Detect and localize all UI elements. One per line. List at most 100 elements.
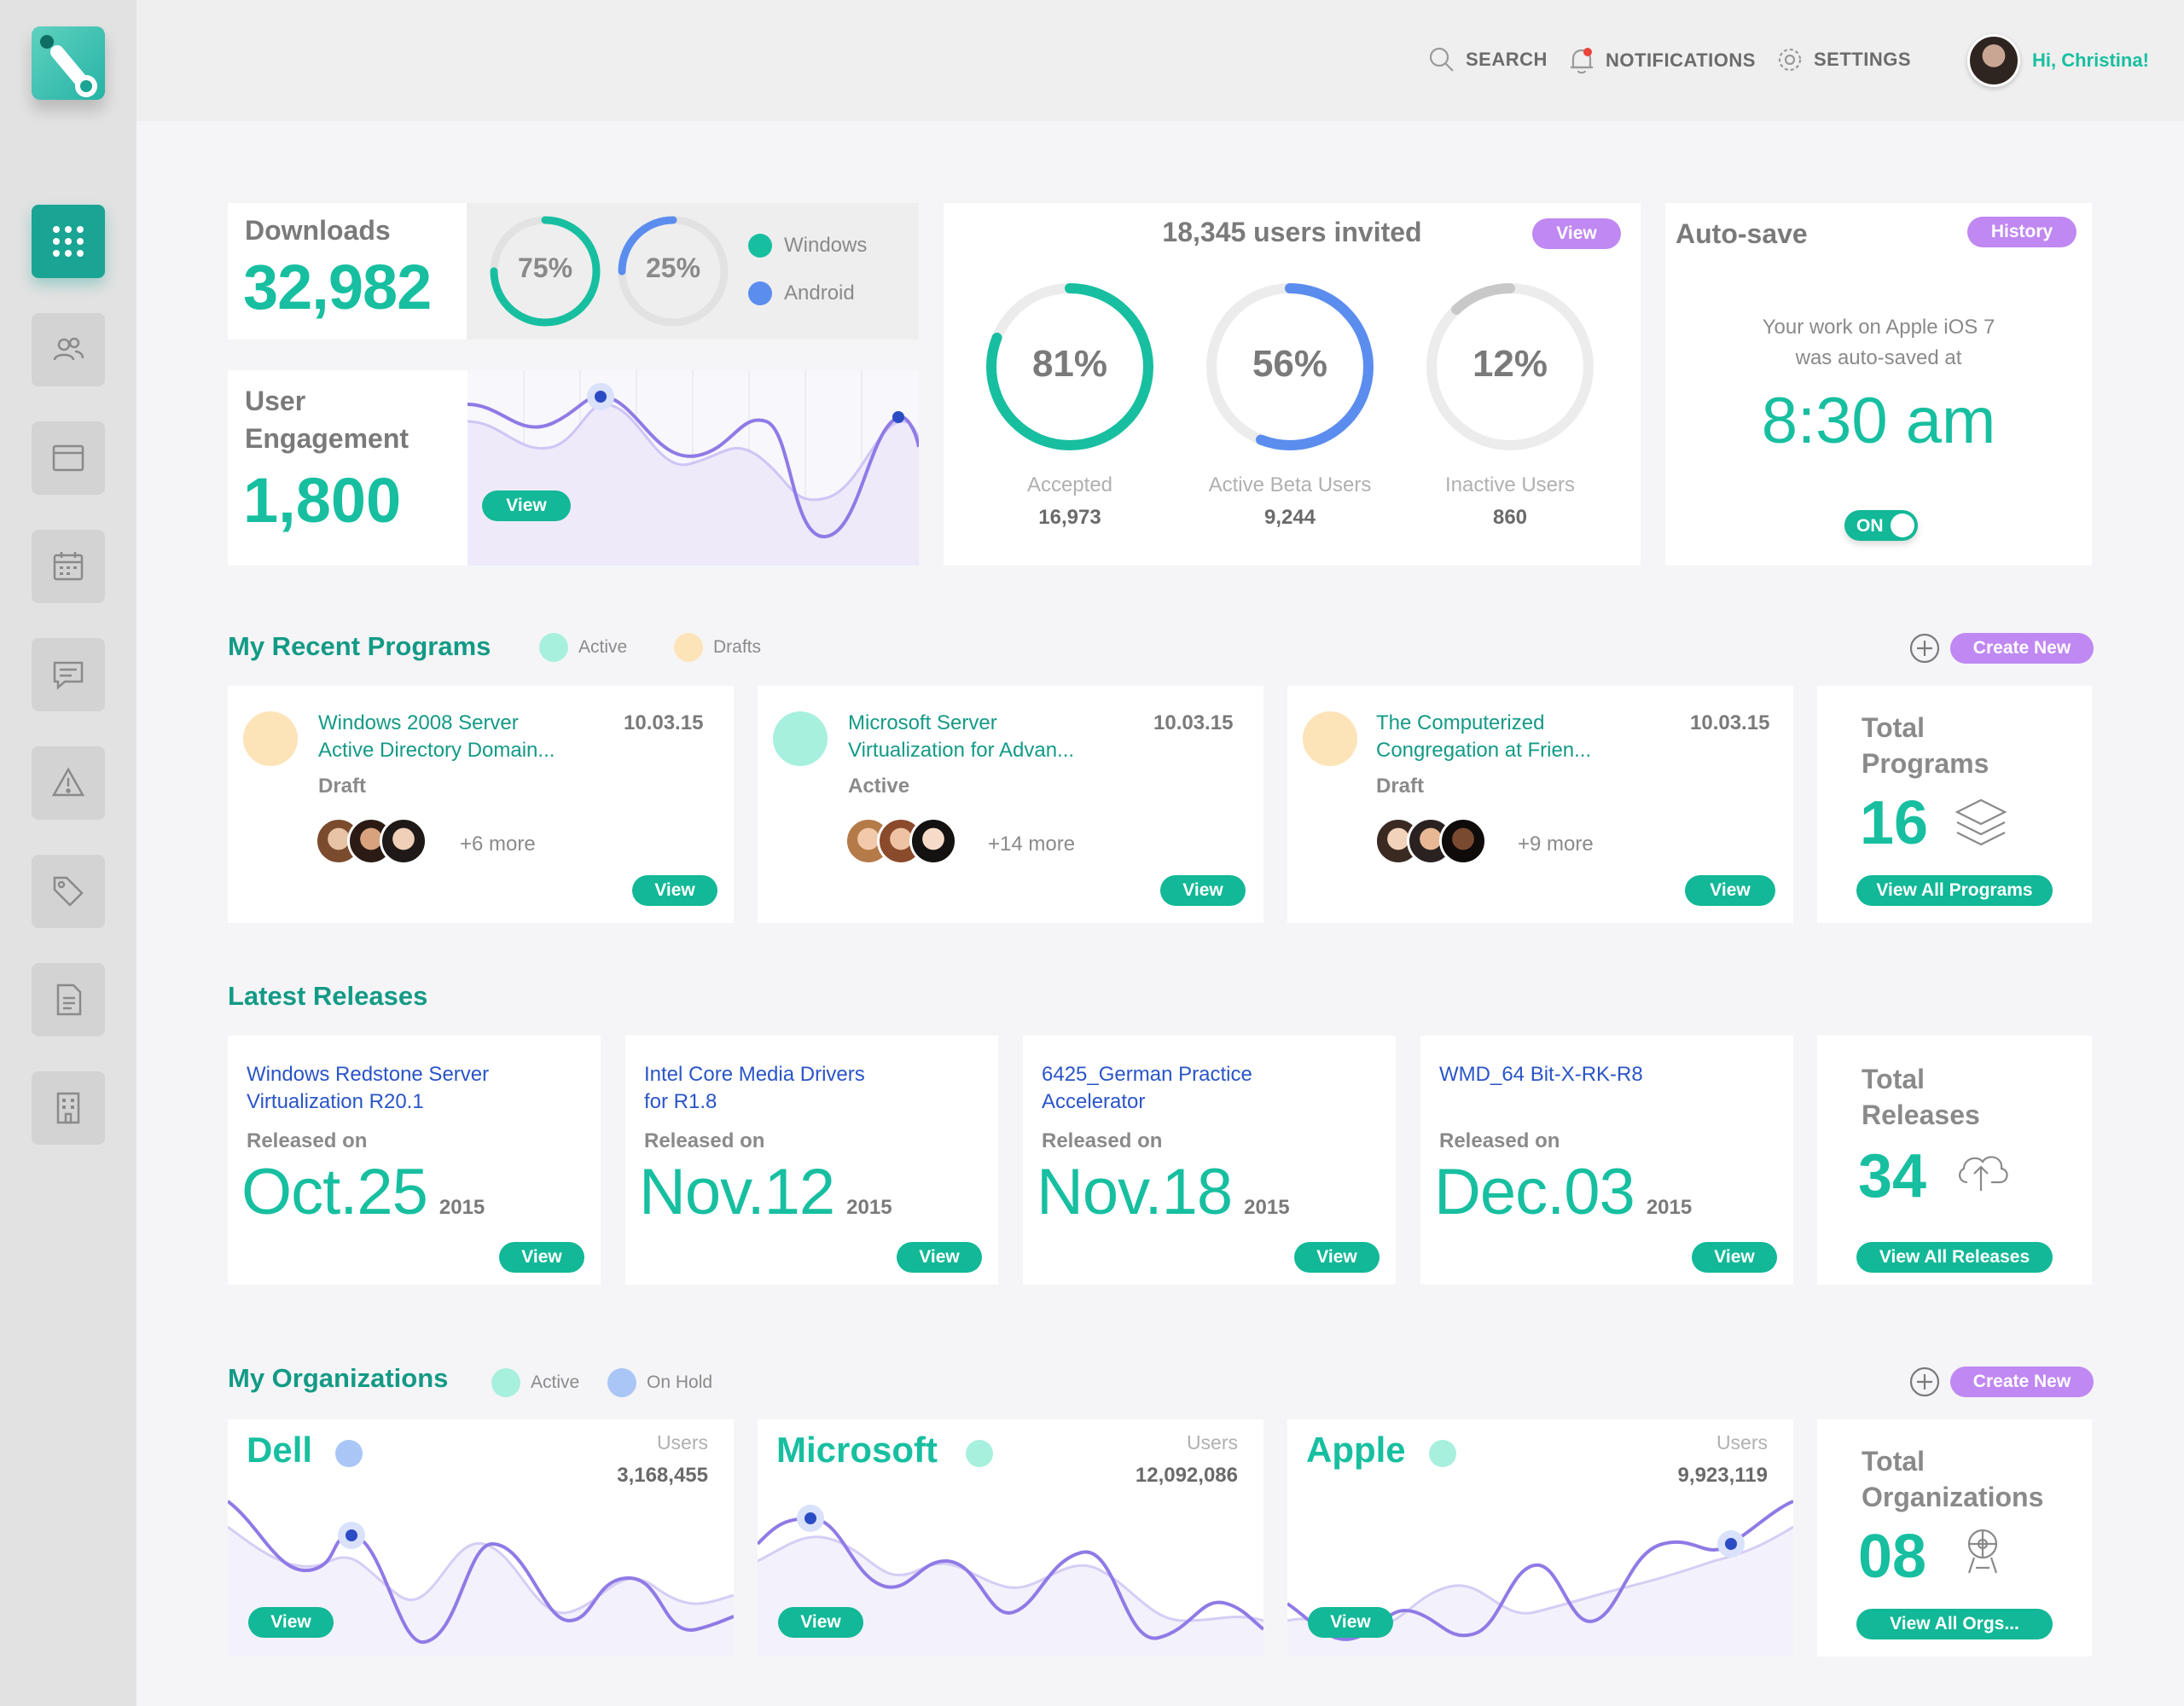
active-beta-label: Active Beta Users [1208, 473, 1372, 496]
release-view-button[interactable]: View [1692, 1242, 1777, 1273]
program-card[interactable]: Microsoft Server Virtualization for Adva… [758, 686, 1263, 923]
org-legend-hold-label: On Hold [647, 1372, 713, 1392]
program-title-line1: Windows 2008 Server [318, 711, 519, 734]
program-card[interactable]: The Computerized Congregation at Frien..… [1287, 686, 1793, 923]
release-card[interactable]: WMD_64 Bit-X-RK-R8 Released on Dec.03 20… [1420, 1036, 1793, 1285]
sidebar-item-calendar[interactable] [32, 530, 105, 603]
total-programs-line2: Programs [1862, 748, 1989, 779]
program-members [1374, 817, 1502, 870]
org-users-label: Users [1716, 1431, 1768, 1454]
total-orgs-line2: Organizations [1862, 1482, 2044, 1512]
organization-card[interactable]: Dell Users 3,168,455 View [228, 1419, 734, 1657]
sidebar-item-documents[interactable] [32, 963, 105, 1036]
sidebar-item-dashboard[interactable] [32, 205, 105, 278]
program-view-button[interactable]: View [1685, 875, 1775, 906]
calendar-icon [53, 552, 84, 581]
release-date-row: Dec.03 2015 [1434, 1155, 1692, 1229]
org-view-button[interactable]: View [1308, 1607, 1393, 1638]
history-button[interactable]: History [1967, 217, 2077, 247]
program-more[interactable]: +14 more [988, 833, 1076, 856]
release-card[interactable]: Intel Core Media Drivers for R1.8 Releas… [625, 1036, 998, 1285]
invites-title: 18,345 users invited [1162, 217, 1422, 247]
sidebar-item-alerts[interactable] [32, 746, 105, 820]
autosave-card: Auto-save History Your work on Apple iOS… [1665, 203, 2092, 566]
view-all-orgs-button[interactable]: View All Orgs... [1856, 1609, 2053, 1639]
grid-icon [53, 226, 84, 257]
program-more[interactable]: +9 more [1518, 833, 1594, 856]
sidebar-item-users[interactable] [32, 313, 105, 386]
release-label: Released on [644, 1129, 765, 1152]
total-organizations-value: 08 [1858, 1523, 1927, 1591]
org-users-value: 12,092,086 [1135, 1464, 1238, 1487]
release-title-line2: for R1.8 [644, 1090, 717, 1113]
active-beta-value: 9,244 [1263, 506, 1316, 529]
ring-accepted: 81% Accepted 16,973 [983, 280, 1157, 530]
view-all-releases-button[interactable]: View All Releases [1856, 1242, 2053, 1273]
create-organization-button[interactable]: Create New [1950, 1367, 2094, 1397]
tag-icon [53, 876, 84, 907]
release-view-button[interactable]: View [897, 1242, 982, 1273]
sidebar-item-window[interactable] [32, 421, 105, 495]
release-title-line2: Virtualization R20.1 [247, 1090, 424, 1113]
program-view-button[interactable]: View [1160, 875, 1246, 906]
release-date-row: Nov.18 2015 [1037, 1155, 1290, 1229]
sidebar-item-messages[interactable] [32, 638, 105, 711]
view-all-programs-button[interactable]: View All Programs [1856, 875, 2053, 906]
program-members [845, 817, 973, 870]
total-programs-line1: Total [1862, 712, 1926, 743]
notifications-button[interactable]: NOTIFICATIONS [1568, 46, 1756, 75]
release-title-line1: WMD_64 Bit-X-RK-R8 [1439, 1063, 1643, 1086]
program-title-line2: Virtualization for Advan... [848, 739, 1075, 762]
release-year: 2015 [846, 1196, 892, 1219]
accepted-ring [986, 283, 1153, 450]
program-view-button[interactable]: View [632, 875, 717, 906]
release-card[interactable]: 6425_German Practice Accelerator Release… [1023, 1036, 1396, 1285]
program-more[interactable]: +6 more [460, 833, 536, 856]
autosave-line2: was auto-saved at [1795, 346, 1962, 369]
warning-icon [51, 767, 85, 797]
sidebar-item-organizations[interactable] [32, 1071, 105, 1145]
program-status: Draft [318, 775, 367, 798]
release-card[interactable]: Windows Redstone Server Virtualization R… [228, 1036, 601, 1285]
engagement-view-button[interactable]: View [482, 490, 571, 521]
add-organization-icon[interactable] [1909, 1367, 1940, 1397]
user-avatar[interactable] [1967, 34, 2020, 87]
organization-card[interactable]: Microsoft Users 12,092,086 View [758, 1419, 1263, 1657]
orgs-legend-hold: On Hold [607, 1368, 712, 1397]
legend-android: Android [748, 281, 855, 305]
network-icon [1967, 1529, 1998, 1574]
settings-label: SETTINGS [1814, 49, 1912, 70]
create-program-button[interactable]: Create New [1950, 633, 2094, 664]
release-view-button[interactable]: View [499, 1242, 584, 1273]
sidebar-item-tags[interactable] [32, 855, 105, 928]
program-status-dot [773, 711, 828, 766]
legend-active-label: Active [578, 637, 628, 657]
active-beta-pct: 56% [1252, 343, 1328, 385]
autosave-toggle[interactable]: ON [1844, 510, 1918, 541]
building-icon [56, 1092, 80, 1124]
organization-card[interactable]: Apple Users 9,923,119 View [1287, 1419, 1793, 1657]
org-view-button[interactable]: View [778, 1607, 863, 1638]
logo-icon [40, 35, 97, 97]
program-card[interactable]: Windows 2008 Server Active Directory Dom… [228, 686, 734, 923]
release-title-line1: Windows Redstone Server [247, 1063, 490, 1086]
release-view-button[interactable]: View [1294, 1242, 1380, 1273]
org-status-dot [335, 1440, 363, 1467]
active-dot [539, 633, 568, 662]
programs-legend-drafts: Drafts [674, 633, 761, 662]
gear-icon [1778, 48, 1802, 72]
program-status-dot [1303, 711, 1357, 766]
search-button[interactable]: SEARCH [1428, 46, 1548, 73]
org-view-button[interactable]: View [248, 1607, 334, 1638]
program-status: Active [848, 775, 910, 798]
cloud-upload-icon [1959, 1156, 2008, 1191]
app-logo[interactable] [32, 26, 105, 100]
total-releases-line1: Total [1862, 1064, 1926, 1094]
message-icon [53, 661, 84, 690]
org-users-value: 3,168,455 [617, 1464, 708, 1487]
add-program-icon[interactable] [1909, 633, 1940, 664]
settings-button[interactable]: SETTINGS [1776, 46, 1911, 73]
invites-view-button[interactable]: View [1532, 218, 1621, 249]
release-date: Nov.12 [639, 1156, 835, 1228]
inactive-ring [1426, 283, 1594, 450]
